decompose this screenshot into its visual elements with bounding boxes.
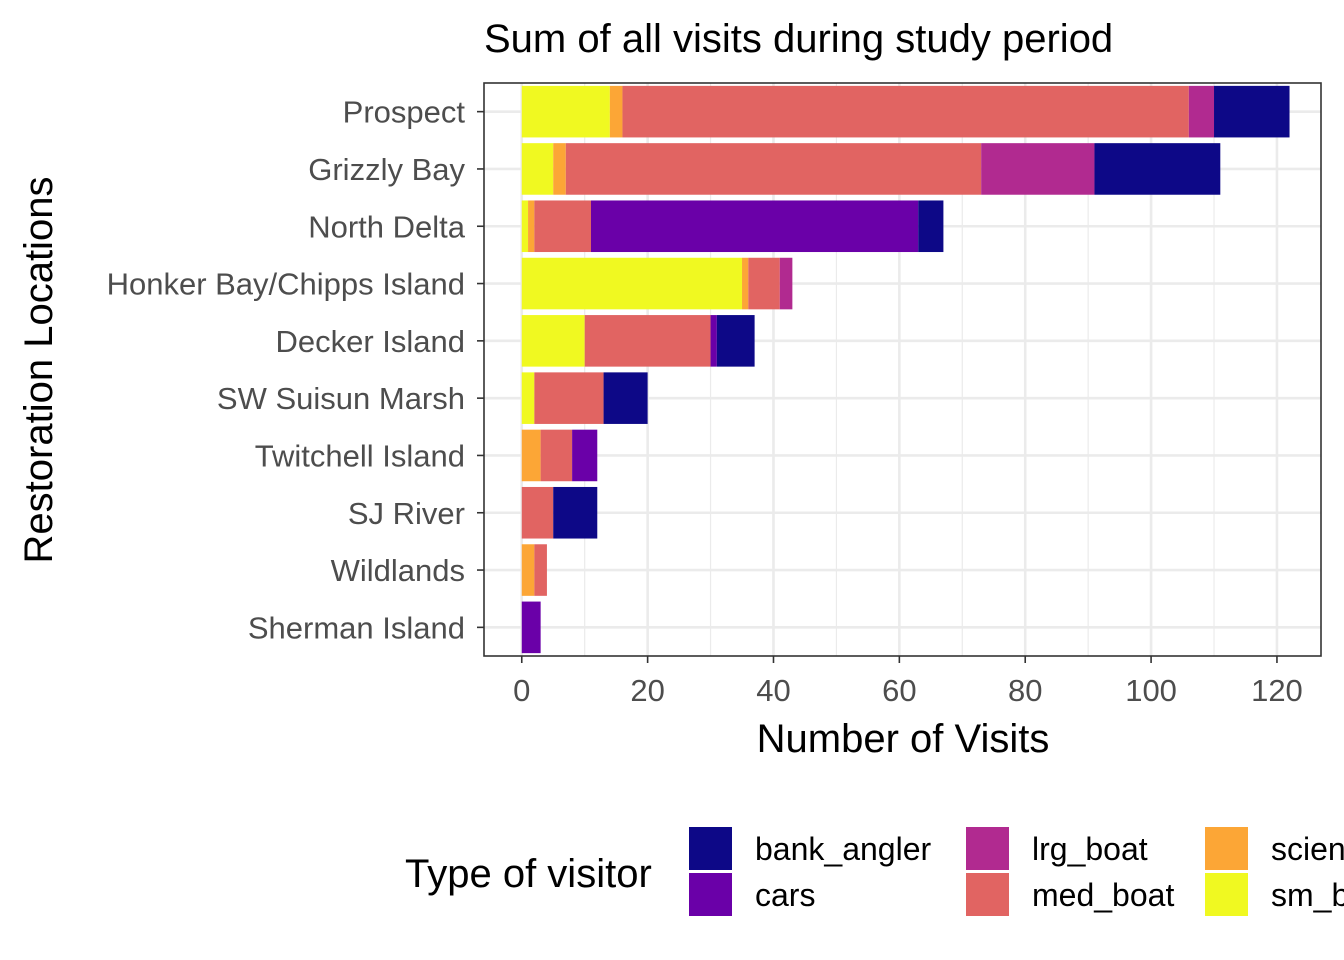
legend-label-cars: cars bbox=[755, 877, 815, 913]
bar-med_boat bbox=[584, 315, 711, 367]
legend-swatch-med_boat bbox=[966, 873, 1009, 916]
y-tick-label: Wildlands bbox=[331, 553, 465, 588]
plot-border bbox=[483, 82, 1322, 657]
y-tick-label: Decker Island bbox=[275, 324, 465, 359]
bar-bank_angler bbox=[553, 486, 598, 539]
y-tick-label: SW Suisun Marsh bbox=[217, 381, 465, 416]
y-axis: Prospect Grizzly Bay North Delta Honker Bay… bbox=[107, 95, 484, 645]
y-tick-label: Honker Bay/Chipps Island bbox=[107, 267, 465, 302]
y-axis-title: Restoration Locations bbox=[17, 177, 61, 564]
bar-lrg_boat bbox=[1188, 85, 1215, 138]
x-tick-label: 120 bbox=[1251, 673, 1303, 708]
bar-bank_angler bbox=[1214, 85, 1290, 138]
bar-med_boat bbox=[521, 486, 554, 539]
bar-med_boat bbox=[540, 429, 573, 482]
legend-swatch-scientist bbox=[1205, 827, 1248, 870]
legend-swatch-lrg_boat bbox=[966, 827, 1009, 870]
bar-lrg_boat bbox=[779, 257, 793, 310]
bar-sm_boat bbox=[521, 200, 529, 253]
legend-swatch-sm_boat bbox=[1205, 873, 1248, 916]
bar-cars bbox=[710, 315, 717, 367]
bar-cars bbox=[521, 601, 541, 654]
bar-bank_angler bbox=[1094, 143, 1221, 195]
bar-sm_boat bbox=[521, 257, 743, 310]
y-tick-label: Prospect bbox=[343, 95, 466, 130]
bar-cars bbox=[572, 429, 598, 482]
y-tick-label: North Delta bbox=[308, 209, 466, 244]
bar-scientist bbox=[521, 544, 535, 596]
x-tick-label: 80 bbox=[1008, 673, 1042, 708]
bar-sm_boat bbox=[521, 372, 535, 424]
x-axis: 0 20 40 60 80 100 120 bbox=[513, 656, 1303, 708]
bar-bank_angler bbox=[603, 372, 648, 424]
legend-swatch-cars bbox=[689, 873, 732, 916]
x-tick-label: 40 bbox=[756, 673, 790, 708]
bar-bank_angler bbox=[918, 200, 944, 253]
chart-title: Sum of all visits during study period bbox=[484, 17, 1113, 61]
legend-label-lrg_boat: lrg_boat bbox=[1032, 831, 1148, 867]
bar-med_boat bbox=[534, 372, 604, 424]
x-tick-label: 0 bbox=[513, 673, 530, 708]
y-tick-label: Twitchell Island bbox=[255, 438, 465, 473]
bar-cars bbox=[590, 200, 919, 253]
bar-scientist bbox=[609, 85, 623, 138]
bar-med_boat bbox=[534, 200, 591, 253]
legend-label-sm_boat: sm_boat bbox=[1271, 877, 1344, 913]
x-tick-label: 20 bbox=[630, 673, 664, 708]
y-tick-label: Grizzly Bay bbox=[308, 152, 465, 187]
bar-med_boat bbox=[534, 544, 547, 596]
legend-swatch-bank_angler bbox=[689, 827, 732, 870]
bar-med_boat bbox=[565, 143, 982, 195]
bar-sm_boat bbox=[521, 143, 554, 195]
y-tick-label: SJ River bbox=[348, 496, 465, 531]
bar-lrg_boat bbox=[981, 143, 1095, 195]
bar-bank_angler bbox=[716, 315, 755, 367]
bar-scientist bbox=[742, 257, 749, 310]
legend-title: Type of visitor bbox=[405, 852, 652, 896]
bar-sm_boat bbox=[521, 85, 610, 138]
x-axis-title: Number of Visits bbox=[757, 717, 1050, 761]
bar-med_boat bbox=[622, 85, 1189, 138]
bars-layer bbox=[521, 85, 1290, 654]
bar-med_boat bbox=[748, 257, 780, 310]
bar-scientist bbox=[553, 143, 566, 195]
x-tick-label: 100 bbox=[1125, 673, 1177, 708]
legend-label-med_boat: med_boat bbox=[1032, 877, 1174, 913]
bar-sm_boat bbox=[521, 315, 585, 367]
x-tick-label: 60 bbox=[882, 673, 916, 708]
bar-scientist bbox=[528, 200, 535, 253]
bar-scientist bbox=[521, 429, 541, 482]
legend-label-scientist: scientist bbox=[1271, 831, 1344, 867]
legend-label-bank_angler: bank_angler bbox=[755, 831, 931, 867]
y-tick-label: Sherman Island bbox=[248, 610, 465, 645]
